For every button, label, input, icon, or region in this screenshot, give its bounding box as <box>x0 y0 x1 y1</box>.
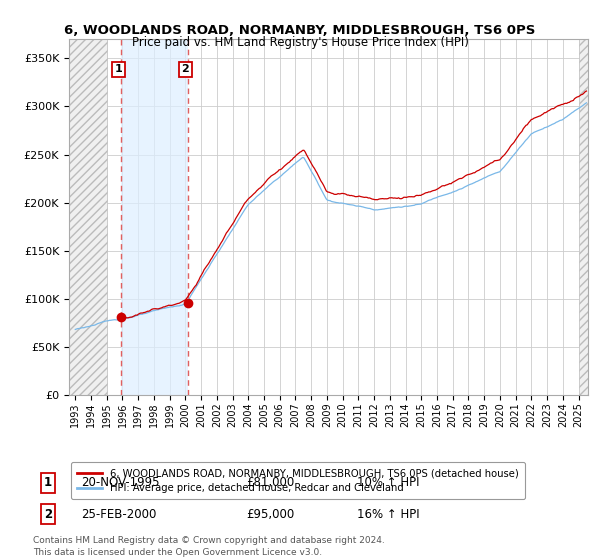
Text: Contains HM Land Registry data © Crown copyright and database right 2024.
This d: Contains HM Land Registry data © Crown c… <box>33 536 385 557</box>
Text: 1: 1 <box>115 64 122 74</box>
Text: 1: 1 <box>44 476 52 489</box>
Text: Price paid vs. HM Land Registry's House Price Index (HPI): Price paid vs. HM Land Registry's House … <box>131 36 469 49</box>
Bar <box>578 39 588 395</box>
Text: 16% ↑ HPI: 16% ↑ HPI <box>357 507 419 521</box>
Text: 25-FEB-2000: 25-FEB-2000 <box>81 507 157 521</box>
Text: 6, WOODLANDS ROAD, NORMANBY, MIDDLESBROUGH, TS6 0PS: 6, WOODLANDS ROAD, NORMANBY, MIDDLESBROU… <box>64 24 536 37</box>
Text: 2: 2 <box>182 64 189 74</box>
Bar <box>69 39 107 395</box>
Text: £81,000: £81,000 <box>246 476 294 489</box>
Legend: 6, WOODLANDS ROAD, NORMANBY, MIDDLESBROUGH, TS6 0PS (detached house), HPI: Avera: 6, WOODLANDS ROAD, NORMANBY, MIDDLESBROU… <box>71 462 525 499</box>
Text: 20-NOV-1995: 20-NOV-1995 <box>81 476 160 489</box>
Text: 10% ↑ HPI: 10% ↑ HPI <box>357 476 419 489</box>
Bar <box>121 39 188 395</box>
Text: 2: 2 <box>44 507 52 521</box>
Text: £95,000: £95,000 <box>246 507 294 521</box>
